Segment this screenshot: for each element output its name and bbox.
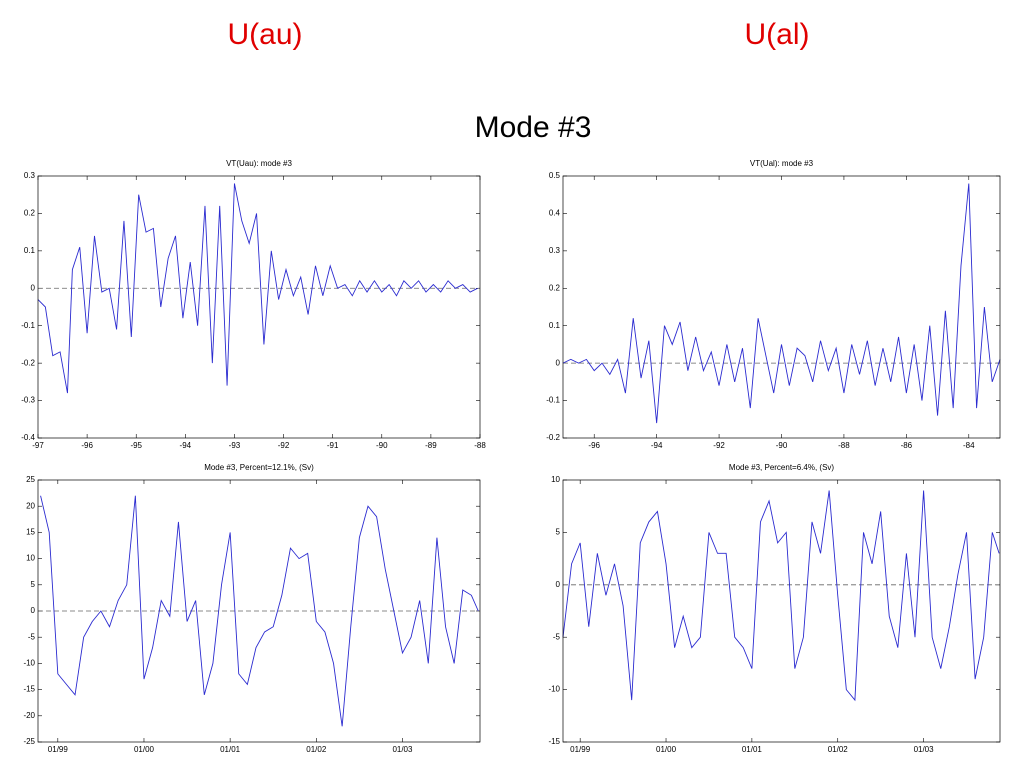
y-tick-label: -0.2: [546, 433, 560, 442]
x-tick-label: 01/01: [220, 745, 241, 754]
y-tick-label: 5: [556, 528, 561, 537]
y-tick-label: -5: [553, 632, 561, 641]
x-tick-label: -94: [180, 441, 192, 450]
y-tick-label: -0.4: [21, 433, 35, 442]
plot-frame: [37, 479, 481, 743]
x-tick-label: -90: [776, 441, 788, 450]
y-tick-label: -15: [23, 685, 35, 694]
y-tick-label: -0.2: [21, 358, 35, 367]
x-tick-label: -92: [278, 441, 290, 450]
data-line: [40, 495, 479, 727]
chart-title: Mode #3, Percent=6.4%, (Sv): [729, 463, 835, 472]
slide-title: Mode #3: [475, 111, 592, 144]
y-tick-label: -25: [23, 737, 35, 746]
x-tick-label: -90: [376, 441, 388, 450]
y-tick-label: 0.3: [24, 171, 36, 180]
x-tick-label: 01/02: [306, 745, 327, 754]
y-tick-label: -0.1: [546, 396, 560, 405]
x-tick-label: -97: [32, 441, 44, 450]
y-tick-label: 5: [31, 580, 36, 589]
chart-title: VT(Uau): mode #3: [226, 159, 292, 168]
y-tick-label: 0: [31, 606, 36, 615]
left-heading: U(au): [227, 18, 302, 51]
x-tick-label: -96: [588, 441, 600, 450]
y-tick-label: -5: [28, 632, 36, 641]
x-tick-label: -95: [130, 441, 142, 450]
x-tick-label: -94: [651, 441, 663, 450]
x-tick-label: 01/01: [742, 745, 763, 754]
x-tick-label: -93: [229, 441, 241, 450]
y-tick-label: 0.3: [549, 246, 561, 255]
y-tick-label: -20: [23, 711, 35, 720]
x-tick-label: -88: [838, 441, 850, 450]
y-tick-label: -15: [548, 737, 560, 746]
x-tick-label: -84: [963, 441, 975, 450]
x-tick-label: -96: [81, 441, 93, 450]
y-tick-label: -10: [23, 659, 35, 668]
y-tick-label: -0.3: [21, 396, 35, 405]
y-tick-label: 0.1: [24, 246, 36, 255]
y-tick-label: -10: [548, 685, 560, 694]
x-tick-label: 01/03: [392, 745, 413, 754]
y-tick-label: 25: [26, 475, 35, 484]
y-tick-label: 0: [556, 358, 561, 367]
y-tick-label: 0.4: [549, 209, 561, 218]
x-tick-label: -86: [901, 441, 913, 450]
y-tick-label: 0.2: [549, 283, 561, 292]
x-tick-label: 01/03: [914, 745, 935, 754]
chart-title: VT(Ual): mode #3: [750, 159, 814, 168]
x-tick-label: -89: [425, 441, 437, 450]
x-tick-label: 01/99: [48, 745, 69, 754]
x-tick-label: -92: [713, 441, 725, 450]
y-tick-label: 15: [26, 528, 35, 537]
x-tick-label: -88: [474, 441, 486, 450]
x-tick-label: 01/99: [570, 745, 591, 754]
y-tick-label: 20: [26, 501, 35, 510]
x-tick-label: 01/02: [828, 745, 849, 754]
x-tick-label: -91: [327, 441, 339, 450]
y-tick-label: 0.2: [24, 209, 36, 218]
y-tick-label: 10: [551, 475, 560, 484]
data-line: [562, 490, 1000, 702]
x-tick-label: 01/00: [656, 745, 677, 754]
plot-frame: [562, 175, 1001, 439]
data-line: [562, 183, 1001, 424]
y-tick-label: 0.1: [549, 321, 561, 330]
y-tick-label: 0: [556, 580, 561, 589]
x-tick-label: 01/00: [134, 745, 155, 754]
plot-frame: [562, 479, 1001, 743]
y-tick-label: 0: [31, 283, 36, 292]
y-tick-label: -0.1: [21, 321, 35, 330]
right-heading: U(al): [745, 18, 810, 51]
y-tick-label: 10: [26, 554, 35, 563]
data-line: [37, 183, 478, 394]
plot-frame: [37, 175, 481, 439]
chart-title: Mode #3, Percent=12.1%, (Sv): [204, 463, 314, 472]
y-tick-label: 0.5: [549, 171, 561, 180]
